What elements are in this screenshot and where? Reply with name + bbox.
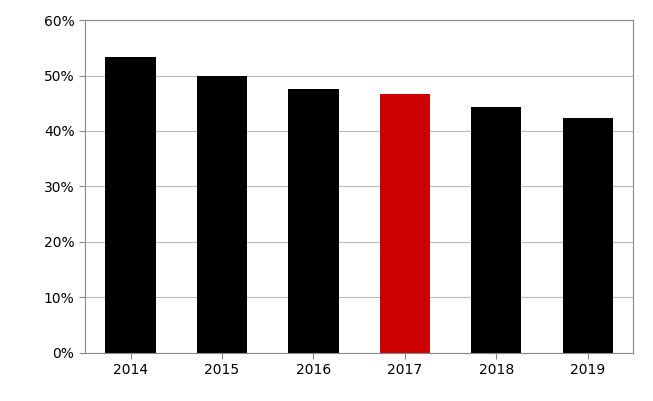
Bar: [106, 57, 156, 353]
Bar: [380, 94, 430, 353]
Bar: [471, 107, 522, 353]
Bar: [197, 75, 247, 353]
Bar: [562, 117, 613, 353]
Bar: [288, 89, 338, 353]
